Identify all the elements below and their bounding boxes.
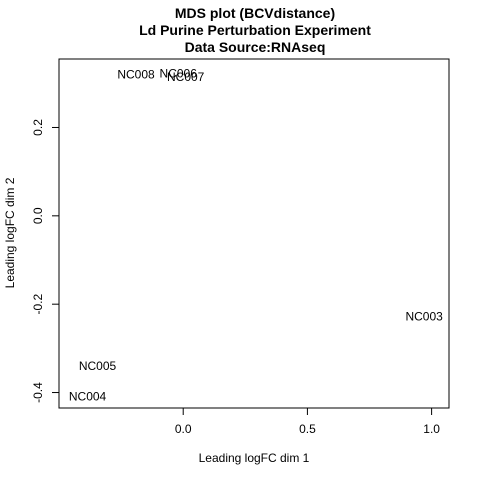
point-label-nc005: NC005: [79, 359, 117, 373]
y-tick-label: 0.2: [31, 119, 45, 136]
point-label-nc003: NC003: [405, 310, 443, 324]
x-axis: 0.0 0.5 1.0: [175, 407, 440, 436]
point-label-nc004: NC004: [69, 390, 107, 404]
chart-title-line-1: MDS plot (BCVdistance): [175, 5, 335, 21]
y-tick-label: -0.2: [31, 294, 45, 315]
chart-title-line-3: Data Source:RNAseq: [185, 39, 326, 55]
y-tick-label: 0.0: [31, 207, 45, 224]
plot-frame: [58, 58, 450, 409]
point-label-nc007: NC007: [167, 70, 205, 84]
y-axis-label: Leading logFC dim 2: [3, 177, 17, 288]
point-label-nc008: NC008: [117, 67, 155, 81]
x-axis-label: Leading logFC dim 1: [199, 451, 310, 465]
chart-title-line-2: Ld Purine Perturbation Experiment: [139, 22, 371, 38]
point-label-nc006: NC006: [160, 67, 198, 81]
x-tick-label: 0.5: [299, 422, 316, 436]
y-axis: -0.4 -0.2 0.0 0.2: [31, 119, 60, 403]
x-tick-label: 0.0: [175, 422, 192, 436]
x-tick-label: 1.0: [423, 422, 440, 436]
y-tick-label: -0.4: [31, 382, 45, 403]
